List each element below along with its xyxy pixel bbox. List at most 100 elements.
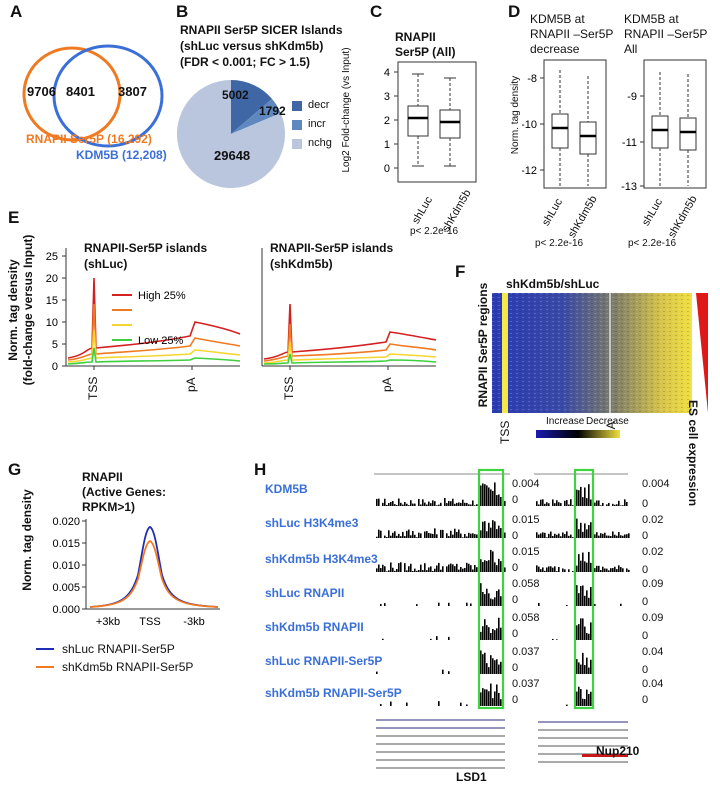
h-signal-bar [474, 534, 476, 538]
h-signal-bar [570, 534, 572, 538]
d-left-ylab-2: -10 [522, 119, 537, 131]
h-signal-bar [436, 505, 438, 506]
h-zero-right-4: 0 [642, 596, 649, 608]
h-signal-bar [566, 604, 568, 606]
h-signal-bar [610, 568, 612, 572]
h-signal-bar [390, 535, 392, 538]
h-signal-bar [488, 627, 490, 640]
h-signal-bar [452, 564, 454, 572]
h-signal-bar [542, 532, 544, 538]
h-signal-bar [392, 567, 394, 572]
h-signal-bar [492, 628, 494, 640]
h-signal-bar [600, 570, 602, 572]
h-signal-bar [504, 500, 506, 506]
f-heatmap-texture [492, 293, 692, 413]
g-title-line-3: RPKM>1) [82, 500, 136, 514]
h-signal-bar [536, 565, 538, 572]
h-signal-bar [464, 533, 466, 538]
e-left-title-2: (shLuc) [84, 257, 128, 271]
h-signal-bar [548, 533, 550, 538]
h-signal-bar [606, 535, 608, 538]
h-signal-bar [576, 585, 578, 606]
h-signal-bar [482, 688, 484, 706]
h-signal-bar [626, 534, 628, 538]
h-signal-bar [378, 529, 380, 538]
h-signal-bar [596, 565, 598, 572]
h-signal-bar [444, 498, 446, 506]
h-scale-right-kdm5b: 0.004 [642, 478, 670, 490]
h-signal-bar [428, 532, 430, 538]
h-signal-bar [498, 558, 500, 572]
f-tss-label: TSS [498, 420, 512, 444]
h-zero-right-3: 0 [642, 564, 649, 576]
h-signal-bar [584, 699, 586, 706]
h-signal-bar [576, 691, 578, 706]
h-signal-bar [438, 602, 440, 606]
e-left-ylab-15: 15 [46, 295, 58, 307]
h-signal-bar [480, 583, 482, 606]
h-signal-bar [462, 568, 464, 572]
h-signal-bar [582, 552, 584, 572]
h-signal-bar [482, 561, 484, 572]
h-signal-bar [618, 565, 620, 572]
h-track-label-kdm5b: KDM5B [265, 482, 308, 496]
h-track-label-shkdm5b-h3k4me3: shKdm5b H3K4me3 [265, 552, 378, 566]
d-right-title-2: RNAPII –Ser5P [624, 27, 708, 41]
h-signal-bar [422, 570, 424, 572]
h-signal-bar [498, 525, 500, 538]
h-signal-bar [486, 588, 488, 606]
h-signal-bar [500, 699, 502, 706]
h-signal-bar [466, 602, 468, 606]
h-signal-bar [584, 665, 586, 674]
d-pvalue-left: p< 2.2e-16 [535, 238, 584, 249]
h-signal-bar [582, 618, 584, 640]
h-signal-bar [382, 564, 384, 572]
panel-e-letter: E [8, 208, 20, 227]
c-ylab-2: 2 [384, 115, 390, 127]
e-right-line-high [263, 303, 437, 360]
h-signal-bar [462, 499, 464, 506]
panel-h-letter: H [254, 460, 267, 479]
h-signal-bar [578, 624, 580, 640]
d-r-box2 [679, 117, 697, 151]
venn-set1-label: RNAPII Ser5P (16,292) [26, 132, 152, 146]
d-l-box1 [551, 113, 569, 149]
h-signal-bar [380, 568, 382, 572]
h-signal-bar [448, 536, 450, 538]
h-signal-bar [482, 626, 484, 640]
h-signal-bar [580, 560, 582, 572]
h-signal-bar [490, 549, 492, 572]
c-ylab-1: 1 [384, 139, 390, 151]
d-left-title-2: RNAPII –Ser5P [530, 27, 614, 41]
g-ylab-0: 0.000 [52, 604, 80, 616]
h-signal-bar [562, 532, 564, 538]
panel-c-title: RNAPII Ser5P (All) [395, 30, 455, 60]
h-signal-bar [460, 702, 462, 706]
h-signal-bar [626, 568, 628, 572]
h-track-label-shluc-h3k4me3: shLuc H3K4me3 [265, 516, 359, 530]
h-signal-bar [538, 602, 540, 606]
e-ylabel-line-2: (fold-change versus Input) [21, 234, 35, 386]
c-title-line-1: RNAPII [395, 30, 436, 44]
h-signal-bar [380, 530, 382, 538]
h-zero-left-3: 0 [512, 562, 519, 574]
h-signal-bar [504, 567, 506, 572]
h-signal-bar [596, 500, 598, 506]
h-signal-bar [430, 503, 432, 506]
h-signal-bar [588, 484, 590, 506]
d-left-ylab-3: -12 [522, 165, 537, 177]
h-signal-bar [590, 562, 592, 572]
h-signal-bar [422, 499, 424, 506]
h-signal-bar [462, 537, 464, 538]
g-xlab-plus3kb: +3kb [96, 616, 120, 628]
h-signal-bar [614, 534, 616, 538]
g-title-line-2: (Active Genes: [82, 485, 167, 499]
b-title-line-1: RNAPII Ser5P SICER Islands [180, 23, 343, 37]
h-signal-bar [424, 563, 426, 572]
h-signal-bar [386, 536, 388, 538]
h-signal-bar [626, 501, 628, 506]
h-signal-bar [500, 661, 502, 674]
h-signal-bar [538, 566, 540, 572]
h-signal-bar [624, 534, 626, 538]
h-zero-right-7: 0 [642, 694, 649, 706]
